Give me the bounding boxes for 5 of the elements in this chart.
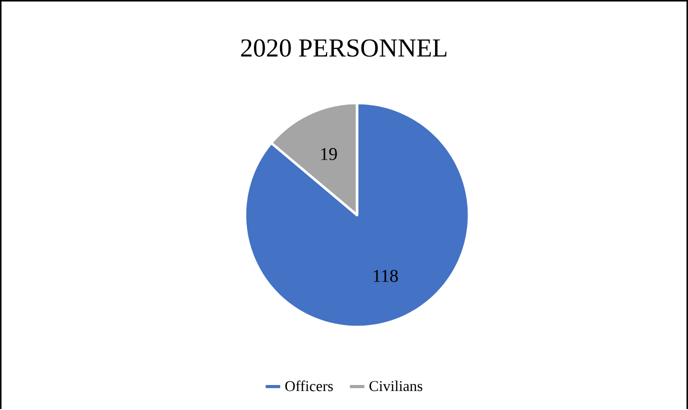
data-label: 118 [374, 270, 398, 282]
chart-title: 2020 PERSONNEL [241, 39, 446, 57]
data-label: 19 [321, 148, 337, 160]
legend-label: Civilians [369, 380, 422, 392]
legend-label: Officers [285, 380, 333, 392]
